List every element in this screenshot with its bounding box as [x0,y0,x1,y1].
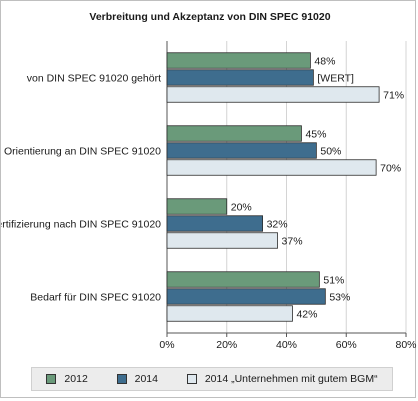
legend-label-2012: 2012 [64,373,88,385]
x-tick-label-3: 60% [336,339,357,351]
category-label-4: Bedarf für DIN SPEC 91020 [30,292,161,304]
category-label-1: von DIN SPEC 91020 gehört [27,73,161,85]
legend-swatch-2012 [46,374,57,384]
data-label-2014-unternehmen-mit-gutem-bgm-cat-3: 37% [282,236,303,248]
legend-label-2014: 2014 [134,373,158,385]
bar-2012-cat-3 [166,198,228,215]
bar-2014-unternehmen-mit-gutem-bgm-cat-2 [166,159,377,176]
legend-item-2014: 2014 [116,373,158,385]
data-label-2014-unternehmen-mit-gutem-bgm-cat-2: 70% [380,163,401,175]
bar-2012-cat-2 [166,125,302,142]
data-label-2012-cat-4: 51% [323,275,344,287]
x-tick-label-0: 0% [159,339,174,351]
x-tick-label-2: 40% [276,339,297,351]
category-label-2: Orientierung an DIN SPEC 91020 [4,146,161,158]
data-label-2014-unternehmen-mit-gutem-bgm-cat-4: 42% [296,309,317,321]
legend-swatch-2014-gutes-bgm [186,374,197,384]
bar-2014-cat-3 [166,215,263,232]
data-label-2014-cat-4: 53% [329,292,350,304]
data-label-2014-unternehmen-mit-gutem-bgm-cat-1: 71% [383,90,404,102]
data-label-2012-cat-2: 45% [305,129,326,141]
bar-2014-cat-1 [166,69,314,86]
category-label-3: Zertifizierung nach DIN SPEC 91020 [1,219,161,231]
legend-label-2014-gutes-bgm: 2014 „Unternehmen mit gutem BGM“ [204,373,378,385]
bar-2012-cat-4 [166,271,320,288]
data-label-2014-cat-1: [WERT] [317,73,354,85]
bar-2014-cat-4 [166,288,326,305]
bar-2014-unternehmen-mit-gutem-bgm-cat-4 [166,305,293,322]
bar-2014-cat-2 [166,142,317,159]
legend-swatch-2014 [116,374,127,384]
data-label-2014-cat-2: 50% [320,146,341,158]
chart-legend: 2012 2014 2014 „Unternehmen mit gutem BG… [31,367,393,391]
x-tick-label-1: 20% [216,339,237,351]
legend-item-2012: 2012 [46,373,88,385]
data-label-2014-cat-3: 32% [267,219,288,231]
legend-item-2014-gutes-bgm: 2014 „Unternehmen mit gutem BGM“ [186,373,378,385]
bar-2012-cat-1 [166,52,311,69]
data-label-2012-cat-1: 48% [314,56,335,68]
bar-2014-unternehmen-mit-gutem-bgm-cat-3 [166,232,278,249]
chart-title: Verbreitung und Akzeptanz von DIN SPEC 9… [89,11,331,23]
data-label-2012-cat-3: 20% [231,202,252,214]
x-tick-label-4: 80% [395,339,416,351]
bar-2014-unternehmen-mit-gutem-bgm-cat-1 [166,86,380,103]
